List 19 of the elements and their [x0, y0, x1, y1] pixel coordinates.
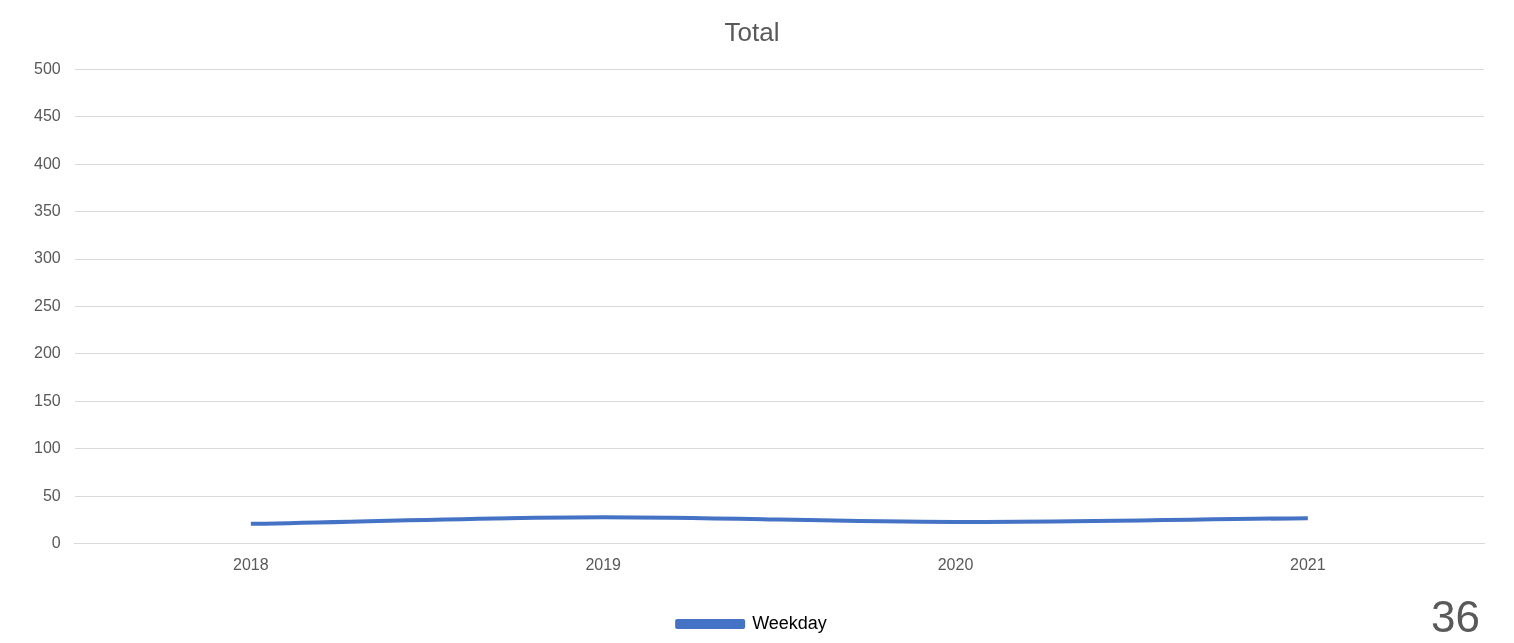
legend-label: Weekday — [752, 612, 827, 633]
y-tick-label: 250 — [33, 296, 61, 314]
y-tick-label: 400 — [33, 154, 61, 172]
x-tick-label: 2021 — [1290, 555, 1326, 573]
y-tick-label: 200 — [33, 344, 61, 362]
y-tick-label: 50 — [42, 486, 61, 504]
y-tick-label: 350 — [33, 201, 61, 219]
x-tick-label: 2019 — [585, 555, 622, 573]
chart-title: Total — [724, 16, 780, 47]
y-tick-label: 500 — [33, 59, 61, 77]
y-tick-label: 100 — [33, 439, 61, 457]
y-tick-label: 450 — [33, 107, 61, 125]
y-tick-label: 150 — [33, 391, 61, 409]
y-tick-label: 300 — [33, 249, 61, 267]
y-tick-label: 0 — [51, 534, 61, 552]
x-tick-label: 2020 — [937, 555, 974, 573]
line-series — [248, 515, 1310, 526]
text: 36 — [1431, 592, 1480, 642]
x-tick-label: 2018 — [233, 555, 269, 573]
